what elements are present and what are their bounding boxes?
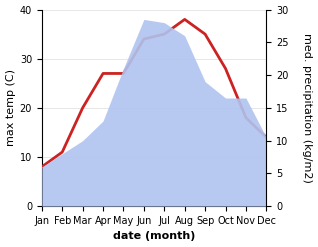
Y-axis label: max temp (C): max temp (C) [5,69,16,146]
Y-axis label: med. precipitation (kg/m2): med. precipitation (kg/m2) [302,33,313,183]
X-axis label: date (month): date (month) [113,231,195,242]
